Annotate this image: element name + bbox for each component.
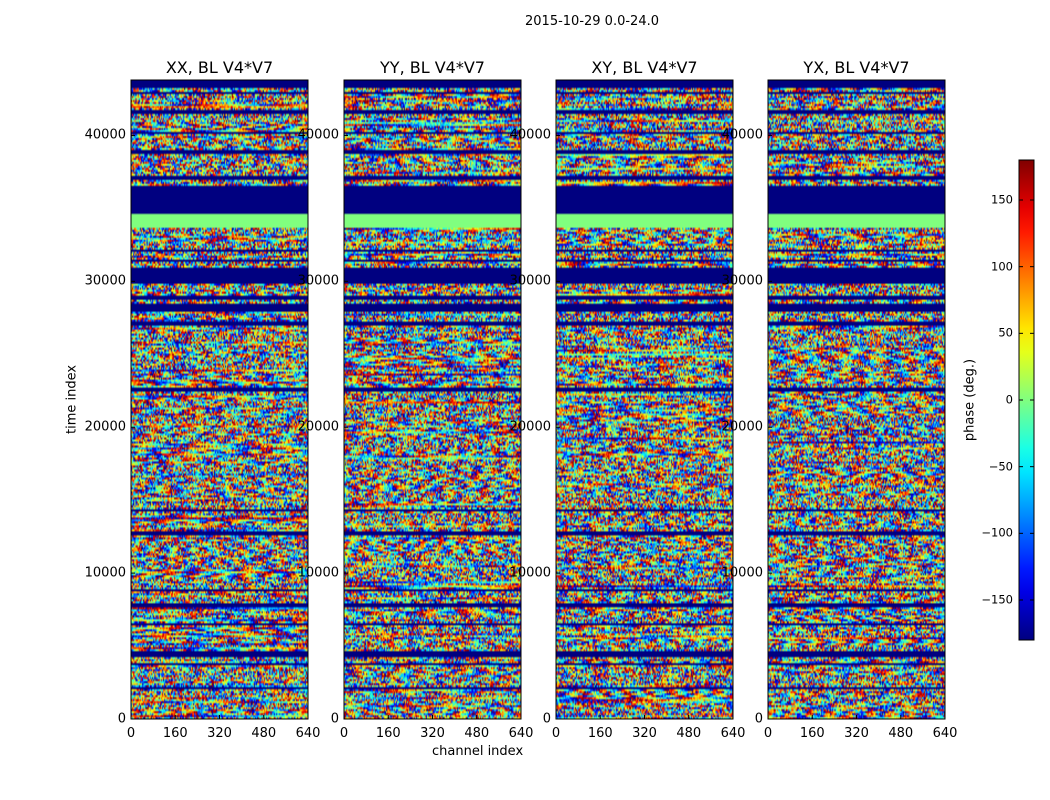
panel-2-ytick-label: 40000	[297, 127, 339, 143]
panel-4-title: YX, BL V4*V7	[803, 58, 910, 77]
colorbar-tick-label: 0	[1005, 392, 1013, 407]
panel-1-ytick-label: 10000	[84, 565, 126, 581]
panel-1-ytick-label: 0	[117, 711, 126, 727]
colorbar-label: phase (deg.)	[962, 358, 978, 442]
colorbar-tick-label: −100	[981, 525, 1013, 540]
panel-4-ytick-label: 0	[754, 711, 763, 727]
colorbar-tick-label: 150	[991, 192, 1013, 207]
panel-3-xtick-label: 160	[587, 726, 613, 741]
panel-4-xtick-label: 160	[799, 726, 825, 741]
panel-3-ytick-label: 30000	[509, 273, 551, 289]
panel-2-image	[344, 80, 521, 719]
panel-3-xtick-label: 320	[632, 726, 657, 741]
x-axis-label: channel index	[432, 744, 524, 759]
colorbar-tick-label: 50	[998, 325, 1013, 340]
panel-4-image	[768, 80, 945, 719]
panel-1-xtick-label: 320	[207, 726, 232, 741]
panel-1-ytick-label: 40000	[84, 127, 126, 143]
panel-3-heatmap	[555, 79, 734, 720]
panel-1-ytick-label: 30000	[84, 273, 126, 289]
panel-2-ytick-label: 20000	[297, 419, 339, 435]
panel-4-ytick-label: 30000	[721, 273, 763, 289]
panel-4-ytick-label: 20000	[721, 419, 763, 435]
panel-1-xtick-label: 480	[251, 726, 277, 741]
panel-2-xtick-label: 0	[339, 726, 349, 741]
panel-4-xtick-label: 640	[932, 726, 958, 741]
panel-2-xtick-label: 320	[420, 726, 445, 741]
panel-1-title: XX, BL V4*V7	[165, 58, 274, 77]
panel-1-xtick-label: 160	[162, 726, 188, 741]
panel-4-ytick-label: 10000	[721, 565, 763, 581]
panel-4-xtick-label: 320	[844, 726, 869, 741]
panel-1-ytick-label: 20000	[84, 419, 126, 435]
colorbar-tick-label: −50	[988, 458, 1013, 473]
panel-3-ytick-label: 40000	[509, 127, 551, 143]
panel-3-xtick-label: 480	[676, 726, 702, 741]
colorbar	[1018, 159, 1035, 641]
panel-3-ytick-label: 10000	[509, 565, 551, 581]
panel-2-ytick-label: 30000	[297, 273, 339, 289]
panel-4-heatmap	[767, 79, 946, 720]
panel-3-title: XY, BL V4*V7	[591, 58, 698, 77]
panel-2-title: YY, BL V4*V7	[380, 58, 485, 77]
panel-2-ytick-label: 10000	[297, 565, 339, 581]
panel-2-heatmap	[343, 79, 522, 720]
panel-3-ytick-label: 0	[542, 711, 551, 727]
panel-1-image	[131, 80, 308, 719]
panel-3-ytick-label: 20000	[509, 419, 551, 435]
panel-2-xtick-label: 480	[464, 726, 490, 741]
panel-1-xtick-label: 0	[126, 726, 136, 741]
panel-1-heatmap	[130, 79, 309, 720]
colorbar-tick-label: 100	[991, 258, 1013, 273]
panel-3-xtick-label: 0	[551, 726, 561, 741]
panel-2-ytick-label: 0	[330, 711, 339, 727]
panel-1-xtick-label: 640	[295, 726, 321, 741]
panel-2-xtick-label: 160	[375, 726, 401, 741]
panel-3-xtick-label: 640	[720, 726, 746, 741]
panel-4-ytick-label: 40000	[721, 127, 763, 143]
panel-4-xtick-label: 480	[888, 726, 914, 741]
panel-3-image	[556, 80, 733, 719]
y-axis-label: time index	[64, 364, 80, 434]
figure-suptitle: 2015-10-29 0.0-24.0	[525, 14, 659, 29]
panel-4-xtick-label: 0	[763, 726, 773, 741]
colorbar-tick-label: −150	[981, 592, 1013, 607]
panel-2-xtick-label: 640	[508, 726, 534, 741]
colorbar-gradient	[1019, 160, 1034, 640]
